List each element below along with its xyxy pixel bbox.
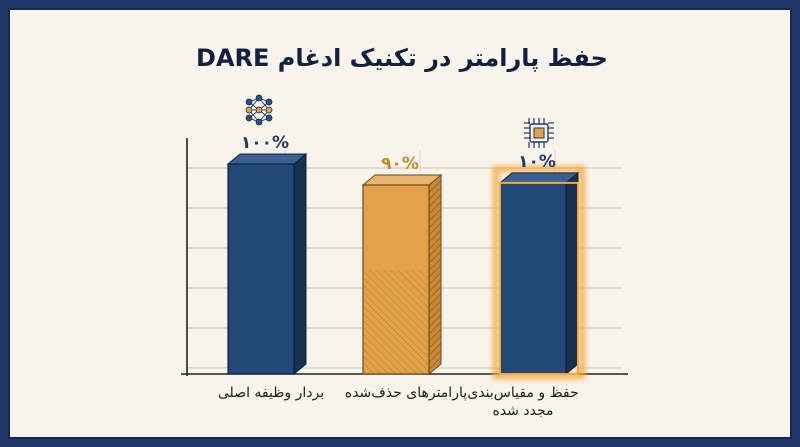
data-label: ۹۰%	[381, 154, 419, 174]
bar-top	[498, 172, 580, 184]
bar-glow	[493, 165, 585, 379]
neural-network-icon	[245, 94, 273, 126]
bar	[499, 182, 567, 375]
icon-node	[255, 106, 263, 114]
icon-node	[255, 94, 263, 102]
chart-title: حفظ پارامتر در تکنیک ادغام DARE	[196, 44, 608, 72]
icon-node	[245, 98, 253, 106]
bar-outline	[499, 181, 579, 375]
icon-node	[265, 106, 273, 114]
chart-panel: حفظ پارامتر در تکنیک ادغام DARE ۱۰۰% ۹۰% ۱…	[8, 8, 792, 439]
icon-node	[265, 114, 273, 122]
category-label-2: پارامترهای حذف‌شده	[344, 385, 468, 401]
icons	[245, 94, 554, 148]
icon-node	[245, 114, 253, 122]
bar-side	[565, 171, 579, 376]
icon-node	[245, 106, 253, 114]
bar-side	[428, 173, 442, 376]
bar-chart: ۱۰۰% ۹۰% ۱۰%	[181, 94, 628, 379]
bar	[227, 163, 295, 375]
icon-node	[265, 98, 273, 106]
data-label: ۱۰۰%	[241, 133, 289, 153]
bar-top	[226, 153, 308, 165]
bars: ۱۰۰% ۹۰% ۱۰%	[226, 133, 585, 379]
bar-top	[361, 174, 443, 186]
data-label: ۱۰%	[518, 152, 556, 172]
category-label-1: بردار وظیفه اصلی	[217, 385, 325, 401]
category-label-3: حفظ و مقیاس‌بندی مجدد شده	[467, 385, 579, 419]
bar-side	[293, 152, 307, 376]
chip-core	[533, 127, 545, 139]
bar-hatch	[363, 270, 429, 374]
microchip-icon	[524, 118, 554, 148]
icon-node	[255, 118, 263, 126]
